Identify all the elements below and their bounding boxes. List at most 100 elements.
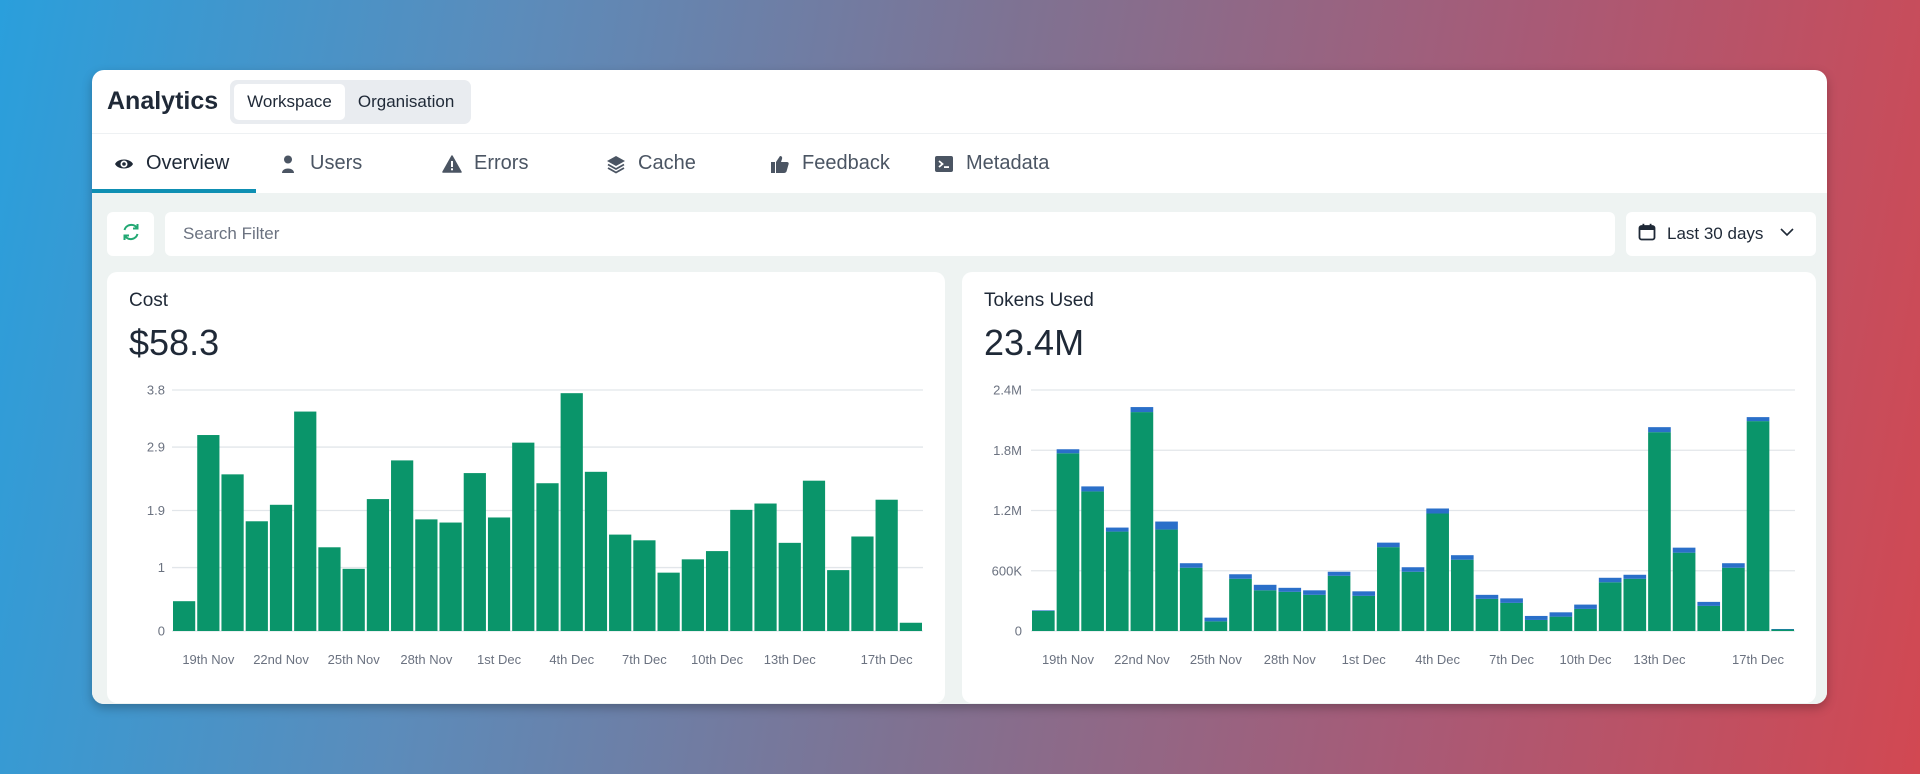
bar-primary	[1032, 610, 1055, 631]
thumbs-up-icon	[770, 154, 790, 174]
bar	[512, 442, 535, 631]
search-filter-input[interactable]	[165, 212, 1615, 256]
tab-overview[interactable]: Overview	[92, 134, 256, 193]
bar-secondary	[1697, 601, 1721, 606]
x-tick-label: 1st Dec	[1342, 652, 1387, 667]
x-tick-label: 25th Nov	[1190, 652, 1243, 667]
bar-secondary	[1574, 604, 1597, 609]
refresh-button[interactable]	[107, 212, 154, 256]
bar	[269, 504, 293, 631]
user-icon	[278, 154, 298, 174]
bar	[778, 542, 801, 631]
bar-secondary	[1623, 574, 1647, 579]
y-tick-label: 1.8M	[993, 443, 1022, 458]
bar-secondary	[1722, 563, 1745, 568]
bar-primary	[1475, 598, 1499, 631]
bar-secondary	[1204, 617, 1228, 622]
bar-secondary	[1401, 567, 1425, 572]
scope-workspace-button[interactable]: Workspace	[234, 83, 345, 120]
tab-users[interactable]: Users	[256, 134, 420, 193]
x-tick-label: 4th Dec	[1415, 652, 1460, 667]
bar	[366, 499, 390, 631]
bar-secondary	[1278, 587, 1302, 592]
bar-primary	[1524, 619, 1548, 631]
bar-primary	[1130, 412, 1154, 631]
y-tick-label: 0	[158, 624, 165, 639]
bar-primary	[1426, 513, 1449, 631]
bar	[197, 435, 220, 631]
bar-primary	[1549, 616, 1573, 631]
bar	[245, 521, 268, 631]
bar	[633, 540, 656, 631]
bar-primary	[1155, 529, 1178, 631]
bar-primary	[1401, 571, 1425, 631]
header: Analytics Workspace Organisation	[92, 70, 1827, 134]
x-tick-label: 22nd Nov	[1114, 652, 1170, 667]
x-tick-label: 7th Dec	[622, 652, 667, 667]
bar	[221, 474, 244, 631]
bar-secondary	[1500, 598, 1523, 603]
bar-primary	[1623, 578, 1647, 631]
bar	[851, 536, 874, 631]
bar	[827, 570, 850, 631]
y-tick-label: 3.8	[147, 383, 165, 398]
bar-secondary	[1303, 590, 1326, 595]
bar	[391, 460, 414, 631]
bar-primary	[1179, 567, 1203, 631]
dashboard-body: Last 30 days Cost $58.3 0 1 1.9 2.9 3.8 19th …	[92, 193, 1827, 704]
bar-secondary	[1598, 577, 1622, 583]
bar-secondary	[1352, 591, 1376, 596]
bar-secondary	[1450, 555, 1474, 560]
tab-label: Overview	[146, 152, 230, 174]
tab-label: Cache	[638, 152, 696, 174]
y-tick-label: 2.9	[147, 440, 165, 455]
x-tick-label: 7th Dec	[1489, 652, 1534, 667]
bar	[657, 572, 680, 631]
warning-icon	[442, 154, 462, 174]
tab-cache[interactable]: Cache	[584, 134, 748, 193]
y-tick-label: 600K	[992, 563, 1023, 578]
bar	[439, 522, 462, 631]
date-range-select[interactable]: Last 30 days	[1626, 212, 1816, 256]
eye-icon	[114, 154, 134, 174]
bar-secondary	[1081, 486, 1104, 492]
bar-primary	[1105, 531, 1129, 631]
bar-secondary	[1130, 407, 1154, 413]
cost-bar-chart: 0 1 1.9 2.9 3.8 19th Nov 22nd Nov 25th Nov 28th …	[147, 383, 923, 667]
y-tick-label: 1.9	[147, 503, 165, 518]
bar	[754, 503, 777, 631]
bar-primary	[1253, 590, 1277, 631]
tab-bar: Overview Users Errors Cache Feedback	[92, 134, 1827, 193]
bar	[730, 509, 753, 631]
cost-card: Cost $58.3 0 1 1.9 2.9 3.8 19th Nov 22nd Nov 25…	[107, 272, 945, 703]
bar-primary	[1303, 594, 1326, 631]
tab-metadata[interactable]: Metadata	[912, 134, 1076, 193]
x-tick-label: 19th Nov	[182, 652, 235, 667]
x-tick-label: 1st Dec	[477, 652, 522, 667]
x-tick-label: 28th Nov	[1264, 652, 1317, 667]
bar-secondary	[1105, 527, 1129, 532]
bar	[415, 519, 438, 631]
tab-feedback[interactable]: Feedback	[748, 134, 912, 193]
bar	[681, 559, 704, 631]
bar	[318, 547, 341, 631]
bar-primary	[1377, 547, 1400, 631]
bar-secondary	[1746, 417, 1770, 422]
page-title: Analytics	[107, 87, 219, 115]
cost-card-title: Cost	[129, 290, 169, 311]
tab-label: Metadata	[966, 152, 1050, 174]
bar-secondary	[1155, 521, 1178, 530]
y-tick-label: 0	[1015, 624, 1022, 639]
bar	[487, 517, 511, 631]
x-tick-label: 13th Dec	[1633, 652, 1686, 667]
scope-organisation-button[interactable]: Organisation	[357, 91, 455, 111]
bar-primary	[1648, 432, 1671, 631]
layers-icon	[606, 154, 626, 174]
bar-primary	[1771, 629, 1794, 631]
tokens-card: Tokens Used 23.4M 0 600K 1.2M 1.8M 2.4M 19th …	[962, 272, 1816, 703]
x-tick-label: 17th Dec	[1732, 652, 1785, 667]
tokens-card-value: 23.4M	[984, 322, 1085, 363]
tab-errors[interactable]: Errors	[420, 134, 584, 193]
analytics-window: Analytics Workspace Organisation Overvie…	[92, 70, 1827, 704]
scope-toggle: Workspace Organisation	[230, 79, 472, 124]
